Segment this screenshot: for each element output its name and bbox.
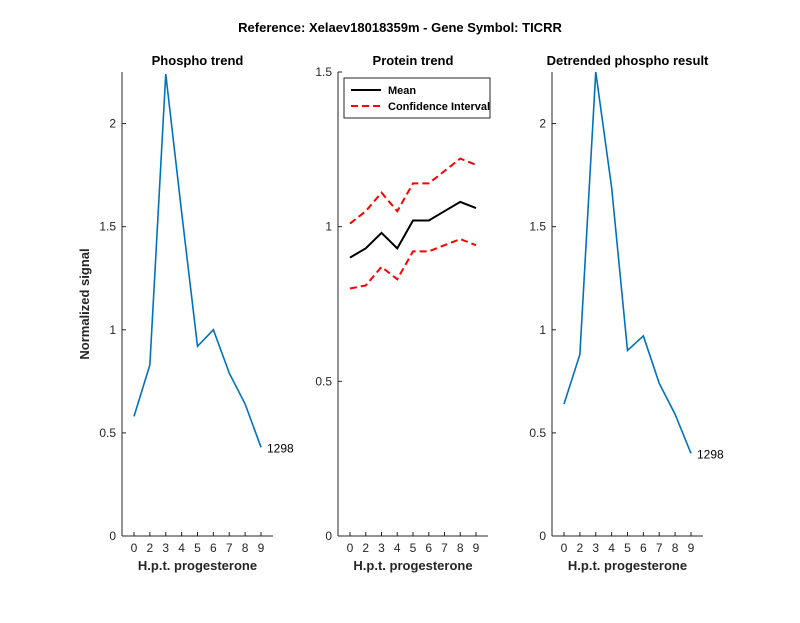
y-tick-label: 1 — [539, 323, 546, 337]
x-tick-label: 6 — [425, 541, 432, 555]
x-tick-label: 8 — [457, 541, 464, 555]
plot-title: Detrended phospho result — [547, 53, 709, 68]
y-tick-label: 0.5 — [529, 426, 546, 440]
series-line — [564, 72, 691, 454]
figure-suptitle: Reference: Xelaev18018359m - Gene Symbol… — [238, 20, 562, 35]
x-axis-label: H.p.t. progesterone — [138, 558, 257, 573]
series-end-annotation: 1298 — [697, 448, 724, 462]
x-tick-label: 7 — [656, 541, 663, 555]
x-tick-label: 3 — [378, 541, 385, 555]
x-tick-label: 0 — [347, 541, 354, 555]
y-tick-label: 0.5 — [99, 426, 116, 440]
x-tick-label: 2 — [577, 541, 584, 555]
y-tick-label: 1 — [109, 323, 116, 337]
y-tick-label: 1.5 — [529, 220, 546, 234]
x-axis-label: H.p.t. progesterone — [568, 558, 687, 573]
series-line — [350, 159, 476, 224]
y-tick-label: 1 — [325, 220, 332, 234]
y-tick-label: 2 — [539, 117, 546, 131]
plot-title: Phospho trend — [152, 53, 244, 68]
y-tick-label: 1.5 — [315, 65, 332, 79]
series-2 — [350, 159, 476, 224]
y-axis-label: Normalized signal — [77, 248, 92, 359]
x-tick-label: 7 — [441, 541, 448, 555]
x-tick-label: 9 — [688, 541, 695, 555]
y-tick-label: 1.5 — [99, 220, 116, 234]
x-tick-label: 3 — [162, 541, 169, 555]
x-tick-label: 6 — [640, 541, 647, 555]
legend: Mean Confidence Interval — [344, 78, 490, 118]
x-tick-label: 3 — [592, 541, 599, 555]
x-tick-label: 6 — [210, 541, 217, 555]
x-tick-label: 2 — [147, 541, 154, 555]
series-line — [350, 202, 476, 258]
legend-label-1: Mean — [388, 85, 416, 97]
x-tick-label: 7 — [226, 541, 233, 555]
plot-title: Protein trend — [373, 53, 454, 68]
x-tick-label: 4 — [394, 541, 401, 555]
x-tick-label: 5 — [410, 541, 417, 555]
x-axis-label: H.p.t. progesterone — [353, 558, 472, 573]
x-tick-label: 4 — [608, 541, 615, 555]
y-tick-label: 0.5 — [315, 374, 332, 388]
x-tick-label: 2 — [362, 541, 369, 555]
x-tick-label: 8 — [242, 541, 249, 555]
y-tick-label: 0 — [109, 529, 116, 543]
x-tick-label: 4 — [178, 541, 185, 555]
series-1 — [564, 72, 691, 454]
legend-label-2: Confidence Interval — [388, 101, 490, 113]
y-tick-label: 0 — [539, 529, 546, 543]
y-tick-label: 0 — [325, 529, 332, 543]
x-tick-label: 9 — [473, 541, 480, 555]
series-end-annotation: 1298 — [267, 441, 294, 455]
x-tick-label: 5 — [194, 541, 201, 555]
x-tick-label: 8 — [672, 541, 679, 555]
x-tick-label: 5 — [624, 541, 631, 555]
y-tick-label: 2 — [109, 117, 116, 131]
x-tick-label: 9 — [258, 541, 265, 555]
x-tick-label: 0 — [561, 541, 568, 555]
series-line — [134, 74, 261, 447]
series-1 — [350, 202, 476, 258]
x-tick-label: 0 — [131, 541, 138, 555]
series-1 — [134, 74, 261, 447]
